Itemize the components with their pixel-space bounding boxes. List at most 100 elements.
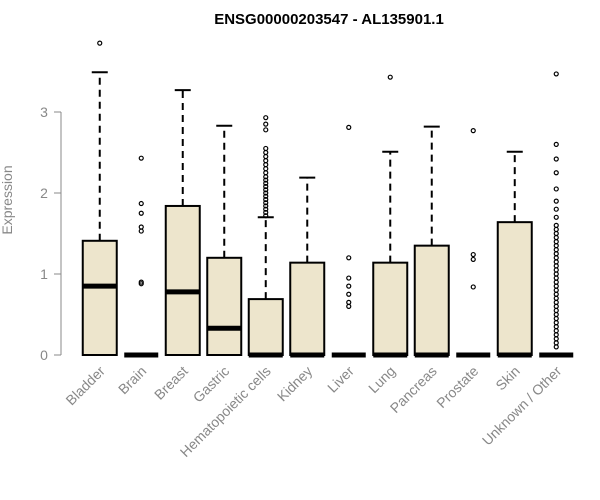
x-category-label: Bladder [62,363,108,409]
outlier-point [387,74,393,80]
outlier-point [553,336,559,342]
outlier-point [263,193,269,199]
outlier-point [553,186,559,192]
y-tick-label: 2 [40,185,48,201]
outlier-point [553,307,559,314]
outlier-point [553,271,559,277]
outlier-point [553,283,559,289]
outlier-point [553,141,559,147]
outlier-point [553,324,559,330]
outlier-point [346,299,352,305]
outlier-point [263,196,269,203]
x-category-label: Skin [492,363,523,394]
outlier-point [263,203,269,209]
outlier-point [553,263,559,269]
x-category-label: Prostate [433,363,481,411]
box-brain [124,155,159,358]
box-lung [372,74,409,358]
box-prostate [456,128,491,358]
x-category-label: Liver [324,363,357,396]
box-skin [496,150,533,358]
box-hematopoietic-cells [247,115,284,358]
outlier-point [346,124,352,130]
outlier-point [553,328,559,334]
outlier-point [553,320,559,326]
x-category-label: Lung [365,363,398,396]
outlier-point [263,213,269,219]
outlier-point [553,315,559,322]
outlier-point [263,206,269,212]
box-rect [372,261,409,356]
outlier-point [553,206,559,212]
outlier-point [470,284,476,290]
outlier-point [263,121,269,127]
outlier-point [263,115,269,121]
y-axis-label: Expression [0,165,15,234]
outlier-point [553,71,559,77]
outlier-point [346,283,352,289]
outlier-point [470,256,476,263]
outlier-point [263,149,269,156]
outlier-point [553,287,559,293]
box-rect [496,221,533,356]
box-rect [81,239,118,356]
outlier-point [346,303,352,309]
box-pancreas [413,125,450,358]
boxes [81,40,574,358]
box-rect [289,261,326,356]
box-liver [331,124,366,358]
box-rect [206,256,243,356]
outlier-point [263,183,269,190]
outlier-point [263,170,269,176]
outlier-point [553,243,559,249]
outlier-point [138,200,144,207]
outlier-point [553,340,559,346]
outlier-point [470,128,476,134]
outlier-point [553,267,559,273]
outlier-point [263,209,269,216]
y-tick-label: 1 [40,266,48,282]
outlier-point [263,145,269,152]
box-rect [413,244,450,356]
box-breast [164,89,201,356]
x-category-label: Unknown / Other [479,363,565,449]
outlier-point [553,170,559,176]
outlier-point [346,255,352,261]
outlier-point [263,153,269,160]
outlier-point [263,162,269,168]
outlier-point [138,155,144,161]
outlier-point [138,210,144,216]
outlier-point [263,190,269,196]
outlier-point [553,332,559,338]
outlier-point [346,291,352,297]
chart-title: ENSG00000203547 - AL135901.1 [214,11,444,28]
outlier-point [553,275,559,281]
outlier-point [263,127,269,133]
x-category-label: Brain [115,363,149,397]
outlier-point [346,275,352,281]
outlier-point [553,259,559,265]
outlier-point [263,166,269,172]
outlier-point [263,177,269,183]
box-gastric [206,124,243,356]
outlier-point [263,180,269,186]
outlier-point [553,344,559,350]
box-rect [247,298,284,356]
box-kidney [289,176,326,358]
outlier-point [553,156,559,162]
outlier-point [553,295,559,301]
outlier-point [263,200,269,206]
outlier-point [263,187,269,193]
outlier-point [553,303,559,309]
outlier-point [553,198,559,204]
outlier-point [553,226,559,233]
x-category-label: Kidney [274,363,316,405]
outlier-point [470,251,476,258]
box-rect [164,204,201,356]
box-bladder [81,40,118,356]
outlier-point [97,40,103,46]
outlier-point [553,299,559,305]
y-tick-label: 3 [40,104,48,120]
